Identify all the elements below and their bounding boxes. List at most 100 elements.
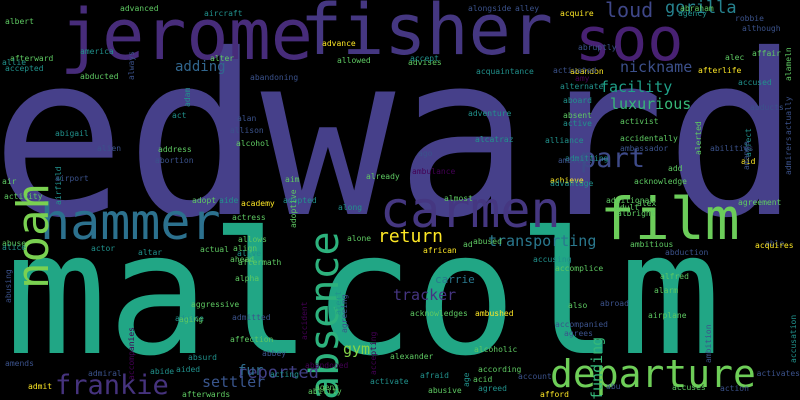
word-altar: altar	[138, 249, 162, 257]
word-acting: acting	[270, 371, 299, 379]
word-accompanies: accompanies	[128, 327, 136, 380]
word-alcatraz: alcatraz	[475, 136, 514, 144]
word-act: act	[172, 112, 186, 120]
word-always: always	[128, 51, 136, 80]
word-acknowledges: acknowledges	[410, 310, 468, 318]
word-allie: allie	[2, 59, 26, 67]
word-alone: alone	[347, 235, 371, 243]
word-according: according	[478, 366, 521, 374]
word-ambassador: ambassador	[620, 145, 668, 153]
word-account: account	[518, 373, 552, 381]
word-alive: alive	[237, 250, 261, 258]
word-tracker: tracker	[393, 288, 456, 303]
word-affair: affair	[752, 50, 781, 58]
word-abigail: abigail	[55, 130, 89, 138]
word-activist: activist	[620, 118, 659, 126]
word-ago: ago	[418, 150, 432, 158]
word-agreement: agreement	[738, 199, 781, 207]
word-acquire: acquire	[560, 10, 594, 18]
word-amy: amy	[575, 75, 589, 83]
word-abandoned: abandoned	[305, 362, 348, 370]
word-nickname: nickname	[620, 60, 692, 75]
word-accepting: accepting	[370, 332, 378, 375]
word-admit: admit	[28, 383, 52, 391]
word-adoptive: adoptive	[290, 189, 298, 228]
word-airfield: airfield	[55, 166, 63, 205]
word-carrie: carrie	[435, 274, 475, 285]
word-abusing: abusing	[5, 269, 13, 303]
word-afterwards: afterwards	[182, 391, 230, 399]
word-alternate: alternate	[560, 83, 603, 91]
word-accused: accused	[738, 79, 772, 87]
word-activated: activated	[553, 67, 596, 75]
word-loud: loud	[605, 0, 653, 20]
word-alameln: alameln	[785, 47, 793, 81]
word-air: air	[2, 178, 16, 186]
word-airplane: airplane	[648, 312, 687, 320]
word-aging: aging	[179, 316, 203, 324]
word-absurd: absurd	[188, 354, 217, 362]
word-ad: ad	[463, 241, 473, 249]
word-ambrose: ambrose	[558, 157, 592, 165]
word-admiral: admiral	[88, 370, 122, 378]
word-alter: alter	[210, 55, 234, 63]
word-facility: facility	[600, 80, 672, 95]
word-gym: gym	[343, 342, 370, 357]
word-allowed: allowed	[337, 57, 371, 65]
word-alec: alec	[725, 54, 744, 62]
word-alley: alley	[515, 5, 539, 13]
word-settler: settler	[202, 375, 265, 390]
word-allows: allows	[238, 236, 267, 244]
word-afterlife: afterlife	[698, 67, 741, 75]
word-admitted: admitted	[232, 314, 271, 322]
word-accidentally: accidentally	[620, 135, 678, 143]
word-accuses: accuses	[672, 384, 706, 392]
word-alien: alien	[97, 145, 121, 153]
word-alice: alice	[2, 244, 26, 252]
word-also: also	[568, 302, 587, 310]
word-aggressive: aggressive	[191, 301, 239, 309]
word-airport: airport	[55, 175, 89, 183]
word-acid: acid	[473, 376, 492, 384]
word-abruptly: abruptly	[578, 44, 617, 52]
word-alcoholic: alcoholic	[474, 346, 517, 354]
word-allison: allison	[230, 127, 264, 135]
word-aided: aided	[176, 366, 200, 374]
word-alcohol: alcohol	[236, 140, 270, 148]
word-acquires: acquires	[755, 242, 794, 250]
word-admirers: admirers	[785, 136, 793, 175]
word-agreed: agreed	[478, 385, 507, 393]
word-alerted: alerted	[695, 121, 703, 155]
word-america: america	[80, 48, 114, 56]
word-affection: affection	[230, 336, 273, 344]
word-aboard: aboard	[563, 97, 592, 105]
word-abu: abu	[606, 383, 620, 391]
word-accident: accident	[301, 301, 309, 340]
word-add: add	[668, 165, 682, 173]
word-albright: albright	[617, 210, 656, 218]
word-actual: actual	[200, 246, 229, 254]
word-funding: funding	[590, 337, 605, 400]
word-actor: actor	[91, 245, 115, 253]
word-transporting: transporting	[488, 234, 596, 249]
word-adam: adam	[184, 88, 192, 107]
word-almost: almost	[444, 195, 473, 203]
word-ambushed: ambushed	[475, 310, 514, 318]
word-acquaintance: acquaintance	[476, 68, 534, 76]
word-acknowledge: acknowledge	[634, 178, 687, 186]
word-alexander: alexander	[390, 353, 433, 361]
word-actress: actress	[232, 214, 266, 222]
word-academy: academy	[241, 200, 275, 208]
word-return: return	[378, 228, 443, 246]
word-accept: accept	[410, 55, 439, 63]
word-robbie: robbie	[735, 15, 764, 23]
word-accomplice: accomplice	[555, 265, 603, 273]
word-address: address	[158, 146, 192, 154]
word-alert: alert	[335, 291, 343, 315]
word-adopt: adopt	[192, 197, 216, 205]
word-african: african	[423, 247, 457, 255]
word-activate: activate	[370, 378, 409, 386]
word-luxurious: luxurious	[610, 97, 691, 112]
word-accusing: accusing	[533, 256, 572, 264]
